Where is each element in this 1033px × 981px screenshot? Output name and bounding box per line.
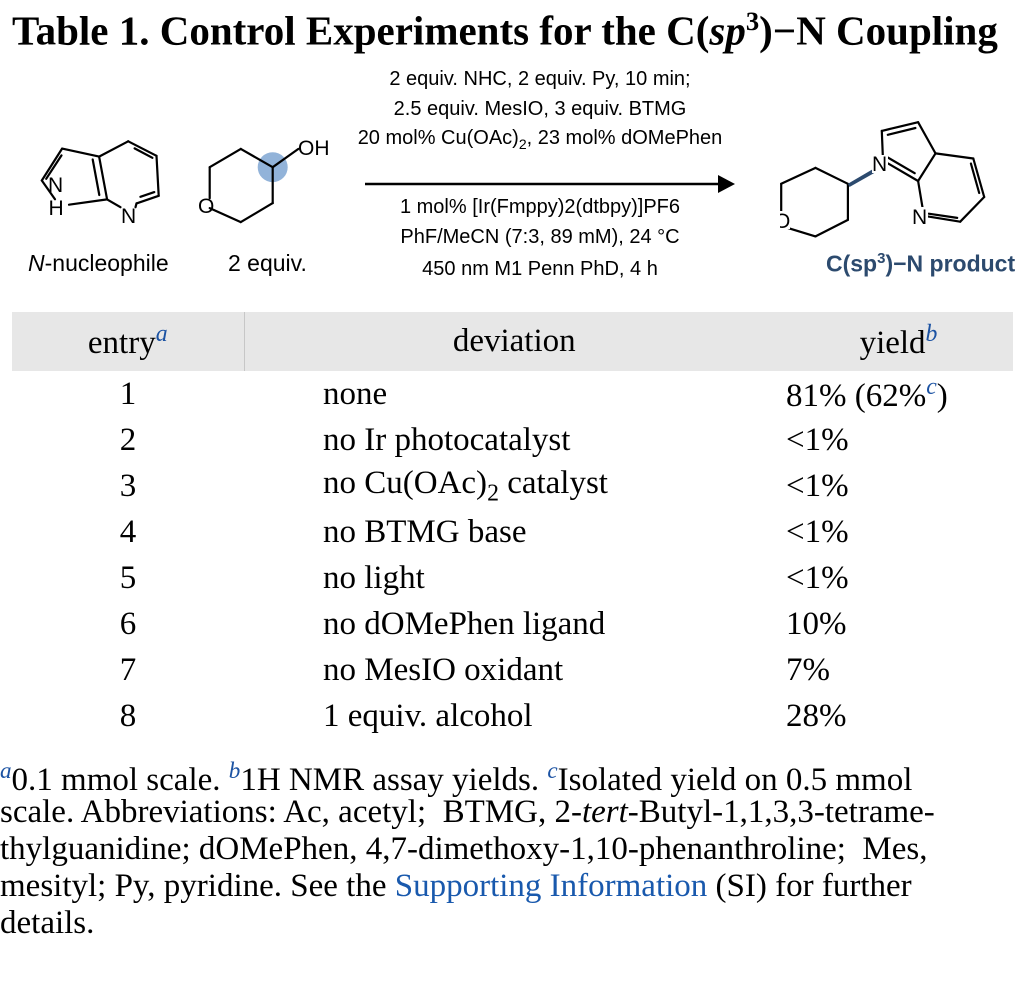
svg-text:N: N: [121, 205, 136, 228]
svg-text:O: O: [198, 195, 214, 218]
svg-text:N: N: [872, 153, 887, 176]
svg-text:H: H: [49, 197, 64, 220]
svg-text:O: O: [780, 210, 790, 233]
svg-text:N: N: [912, 206, 927, 229]
svg-text:N: N: [48, 174, 63, 197]
